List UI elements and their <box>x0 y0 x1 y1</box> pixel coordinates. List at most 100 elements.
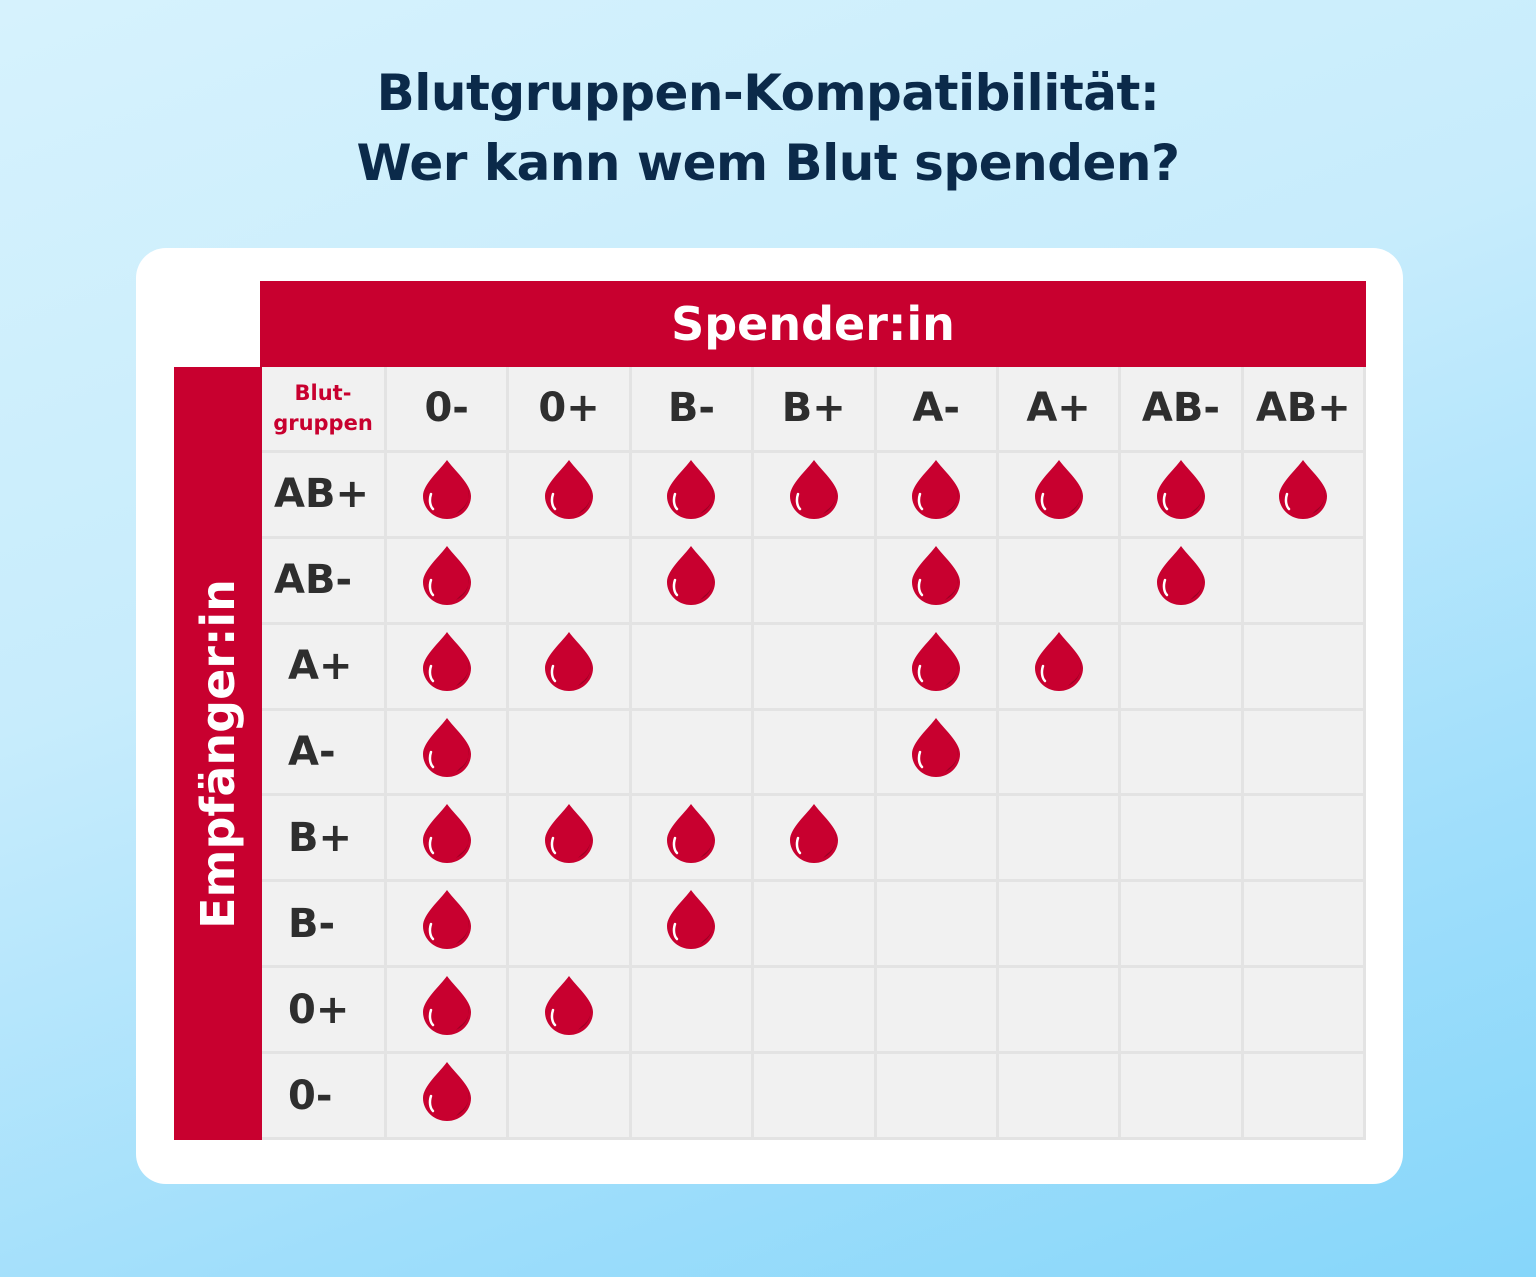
donor-column-header: AB+ <box>1243 367 1363 450</box>
recipient-label: Empfänger:in <box>191 578 245 929</box>
empty-cell <box>754 538 874 622</box>
empty-cell <box>1243 796 1363 880</box>
empty-cell <box>876 968 996 1052</box>
empty-cell <box>1121 1054 1241 1137</box>
blood-drop-icon <box>420 544 474 616</box>
compatible-cell <box>631 882 752 966</box>
empty-cell <box>631 710 752 794</box>
compatible-cell <box>509 796 629 880</box>
empty-cell <box>1121 710 1241 794</box>
recipient-row-header: B+ <box>262 796 384 880</box>
blood-drop-icon <box>420 458 474 530</box>
blood-drop-icon <box>909 544 963 616</box>
corner-line-2: gruppen <box>273 411 373 436</box>
empty-cell <box>509 538 629 622</box>
donor-label: Spender:in <box>671 297 955 351</box>
title-line-1: Blutgruppen-Kompatibilität: <box>376 64 1160 122</box>
blood-drop-icon <box>542 974 596 1046</box>
title-line-2: Wer kann wem Blut spenden? <box>356 134 1180 192</box>
empty-cell <box>998 538 1119 622</box>
compatible-cell <box>387 1054 507 1137</box>
compatible-cell <box>387 710 507 794</box>
blood-drop-icon <box>1154 544 1208 616</box>
corner-line-1: Blut- <box>294 381 352 406</box>
empty-cell <box>509 1054 629 1137</box>
recipient-row-header: A- <box>262 710 384 794</box>
compatible-cell <box>998 452 1119 536</box>
donor-column-header: AB- <box>1121 367 1241 450</box>
blood-drop-icon <box>542 630 596 702</box>
donor-column-header: A- <box>876 367 996 450</box>
empty-cell <box>1243 624 1363 708</box>
corner-label: Blut-gruppen <box>262 367 384 450</box>
compatible-cell <box>387 796 507 880</box>
blood-drop-icon <box>909 630 963 702</box>
compatible-cell <box>876 710 996 794</box>
donor-header: Spender:in <box>260 281 1366 367</box>
compatible-cell <box>387 968 507 1052</box>
compatible-cell <box>631 452 752 536</box>
compatible-cell <box>876 452 996 536</box>
recipient-row-header: AB- <box>262 538 384 622</box>
donor-column-header: A+ <box>998 367 1119 450</box>
blood-drop-icon <box>1154 458 1208 530</box>
empty-cell <box>1121 882 1241 966</box>
empty-cell <box>754 968 874 1052</box>
empty-cell <box>1243 710 1363 794</box>
compatible-cell <box>509 968 629 1052</box>
recipient-row-header: B- <box>262 882 384 966</box>
empty-cell <box>998 882 1119 966</box>
empty-cell <box>998 968 1119 1052</box>
empty-cell <box>754 710 874 794</box>
compatible-cell <box>387 452 507 536</box>
blood-drop-icon <box>420 630 474 702</box>
empty-cell <box>876 882 996 966</box>
donor-column-header: 0- <box>387 367 507 450</box>
compatible-cell <box>1121 538 1241 622</box>
blood-drop-icon <box>542 802 596 874</box>
empty-cell <box>1121 968 1241 1052</box>
empty-cell <box>1243 882 1363 966</box>
compatible-cell <box>876 624 996 708</box>
compatible-cell <box>509 624 629 708</box>
blood-drop-icon <box>1276 458 1330 530</box>
blood-drop-icon <box>909 458 963 530</box>
empty-cell <box>876 796 996 880</box>
empty-cell <box>754 882 874 966</box>
compatible-cell <box>998 624 1119 708</box>
compatible-cell <box>876 538 996 622</box>
empty-cell <box>754 624 874 708</box>
empty-cell <box>998 1054 1119 1137</box>
empty-cell <box>1121 796 1241 880</box>
blood-drop-icon <box>664 458 718 530</box>
blood-drop-icon <box>420 1060 474 1132</box>
blood-drop-icon <box>420 888 474 960</box>
blood-drop-icon <box>542 458 596 530</box>
page-title: Blutgruppen-Kompatibilität: Wer kann wem… <box>0 58 1536 198</box>
blood-drop-icon <box>1032 630 1086 702</box>
recipient-header: Empfänger:in <box>174 367 262 1140</box>
empty-cell <box>631 624 752 708</box>
recipient-row-header: 0- <box>262 1054 384 1137</box>
compatible-cell <box>387 538 507 622</box>
blood-drop-icon <box>664 802 718 874</box>
empty-cell <box>1121 624 1241 708</box>
blood-drop-icon <box>420 974 474 1046</box>
empty-cell <box>998 796 1119 880</box>
empty-cell <box>1243 968 1363 1052</box>
compatible-cell <box>509 452 629 536</box>
empty-cell <box>631 968 752 1052</box>
empty-cell <box>509 882 629 966</box>
donor-column-header: B+ <box>754 367 874 450</box>
compatible-cell <box>754 452 874 536</box>
blood-drop-icon <box>787 458 841 530</box>
empty-cell <box>1243 1054 1363 1137</box>
donor-column-header: 0+ <box>509 367 629 450</box>
empty-cell <box>631 1054 752 1137</box>
blood-drop-icon <box>420 716 474 788</box>
recipient-row-header: 0+ <box>262 968 384 1052</box>
compatible-cell <box>754 796 874 880</box>
blood-drop-icon <box>664 544 718 616</box>
empty-cell <box>1243 538 1363 622</box>
blood-drop-icon <box>420 802 474 874</box>
